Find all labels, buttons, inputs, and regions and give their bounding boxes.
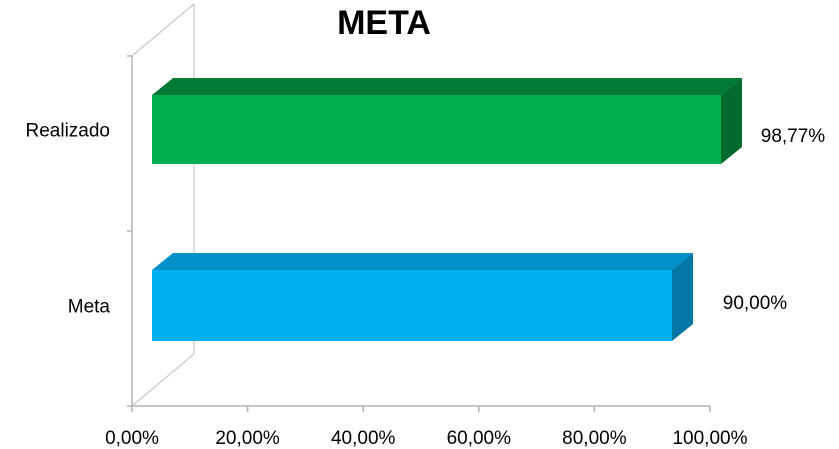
bar-meta	[152, 253, 693, 341]
category-label: Meta	[68, 297, 111, 318]
chart-walls	[131, 3, 195, 407]
chart-title: META	[337, 4, 431, 42]
bar-top-face	[152, 78, 742, 95]
bar-side-face	[721, 78, 742, 164]
chart-axes	[127, 55, 711, 412]
bar-top-face	[152, 253, 693, 270]
x-tick-label: 60,00%	[447, 428, 512, 449]
data-labels: 90,00% 98,77%	[723, 126, 826, 314]
floor-diagonal-line	[131, 353, 195, 407]
y-axis-category-labels: Meta Realizado	[26, 121, 111, 318]
x-tick-label: 20,00%	[215, 428, 280, 449]
data-label: 90,00%	[723, 293, 788, 314]
chart-bars	[152, 78, 742, 341]
data-label: 98,77%	[761, 126, 826, 147]
bar-realizado	[152, 78, 742, 164]
x-axis-tick-labels: 0,00% 20,00% 40,00% 60,00% 80,00% 100,00%	[105, 428, 748, 449]
category-label: Realizado	[26, 121, 111, 142]
x-tick-label: 80,00%	[562, 428, 627, 449]
bar-front-face	[152, 95, 721, 164]
bar-side-face	[672, 253, 693, 341]
x-tick-label: 0,00%	[105, 428, 159, 449]
bar-front-face	[152, 270, 672, 341]
top-diagonal-line	[131, 3, 195, 57]
x-tick-label: 40,00%	[331, 428, 396, 449]
x-tick-label: 100,00%	[672, 428, 747, 449]
